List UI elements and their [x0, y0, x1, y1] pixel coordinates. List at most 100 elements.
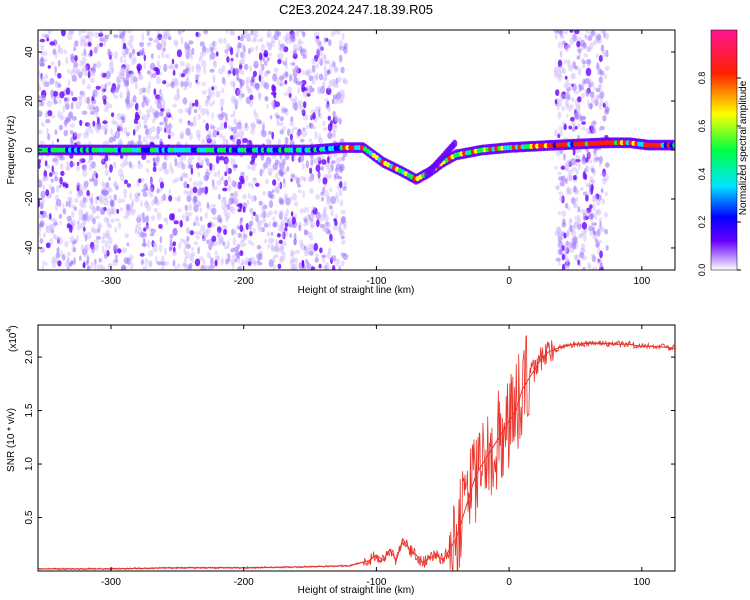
noise-speckle [329, 187, 333, 192]
noise-speckle [157, 33, 163, 41]
noise-speckle [217, 169, 221, 178]
noise-speckle [248, 48, 251, 55]
noise-speckle [253, 34, 257, 41]
noise-speckle [558, 130, 564, 137]
noise-speckle [59, 176, 63, 185]
noise-speckle [263, 162, 268, 169]
noise-speckle [150, 181, 154, 185]
noise-speckle [265, 70, 271, 75]
noise-speckle [307, 243, 314, 250]
noise-speckle [598, 103, 602, 111]
noise-speckle [131, 201, 135, 208]
noise-speckle [296, 130, 301, 139]
noise-speckle [184, 204, 189, 211]
noise-speckle [161, 163, 165, 169]
noise-speckle [99, 258, 103, 263]
noise-speckle [310, 212, 313, 219]
noise-speckle [227, 167, 232, 175]
noise-speckle [577, 223, 582, 231]
noise-speckle [272, 73, 278, 82]
noise-speckle [98, 194, 103, 202]
spectrogram-x-tick-label: 0 [506, 276, 512, 287]
noise-speckle [245, 80, 249, 88]
noise-speckle [252, 227, 256, 234]
noise-speckle [243, 260, 250, 266]
noise-speckle [179, 238, 185, 243]
noise-speckle [180, 73, 185, 78]
noise-speckle [243, 31, 248, 39]
noise-speckle [77, 71, 83, 79]
noise-speckle [330, 31, 335, 37]
noise-speckle [292, 49, 297, 57]
noise-speckle [159, 121, 164, 126]
noise-speckle [311, 64, 316, 73]
noise-speckle [172, 246, 176, 253]
noise-speckle [564, 257, 569, 264]
noise-speckle [242, 45, 246, 54]
noise-speckle [117, 76, 122, 84]
noise-speckle [255, 30, 259, 38]
noise-speckle [186, 75, 190, 82]
noise-speckle [104, 240, 108, 248]
noise-speckle [340, 209, 346, 215]
noise-speckle [574, 114, 580, 120]
noise-speckle [305, 125, 309, 130]
noise-speckle [158, 224, 163, 229]
noise-speckle [39, 247, 45, 253]
noise-speckle [204, 171, 210, 180]
noise-speckle [195, 79, 198, 84]
noise-speckle [136, 222, 141, 230]
noise-speckle [58, 124, 64, 131]
noise-speckle [114, 180, 117, 188]
noise-speckle [326, 100, 330, 109]
noise-speckle [43, 51, 48, 56]
noise-speckle [179, 176, 184, 182]
noise-speckle [305, 261, 310, 266]
noise-speckle [290, 257, 296, 263]
noise-speckle [163, 30, 167, 39]
noise-speckle [148, 250, 154, 257]
noise-speckle [266, 231, 271, 238]
noise-speckle [76, 161, 80, 167]
noise-speckle [559, 195, 564, 202]
noise-speckle [81, 91, 86, 98]
noise-speckle [42, 260, 45, 266]
noise-speckle [54, 51, 58, 59]
noise-speckle [172, 103, 178, 108]
noise-speckle [239, 67, 243, 75]
noise-speckle [605, 49, 609, 58]
noise-speckle [284, 212, 287, 221]
noise-speckle [261, 130, 267, 138]
noise-speckle [67, 78, 71, 87]
noise-speckle [577, 102, 581, 110]
noise-speckle [50, 186, 55, 195]
noise-speckle [82, 184, 88, 191]
noise-speckle [213, 85, 218, 91]
noise-speckle [156, 126, 161, 135]
noise-speckle [597, 259, 601, 263]
noise-speckle [275, 186, 280, 195]
noise-speckle [578, 84, 582, 92]
noise-speckle [566, 260, 571, 268]
noise-speckle [220, 257, 224, 266]
noise-speckle [118, 34, 122, 39]
noise-speckle [566, 265, 570, 270]
noise-speckle [576, 40, 581, 48]
noise-speckle [284, 192, 288, 201]
noise-speckle [554, 129, 559, 138]
noise-speckle [582, 212, 587, 221]
noise-speckle [282, 157, 287, 166]
noise-speckle [231, 254, 236, 259]
noise-speckle [324, 265, 328, 270]
noise-speckle [121, 265, 127, 270]
noise-speckle [44, 58, 48, 63]
noise-speckle [260, 43, 266, 52]
noise-speckle [206, 95, 211, 100]
noise-speckle [119, 67, 125, 76]
noise-speckle [599, 162, 602, 168]
noise-speckle [567, 94, 571, 101]
noise-speckle [209, 255, 213, 260]
noise-speckle [125, 76, 129, 86]
noise-speckle [120, 198, 126, 203]
